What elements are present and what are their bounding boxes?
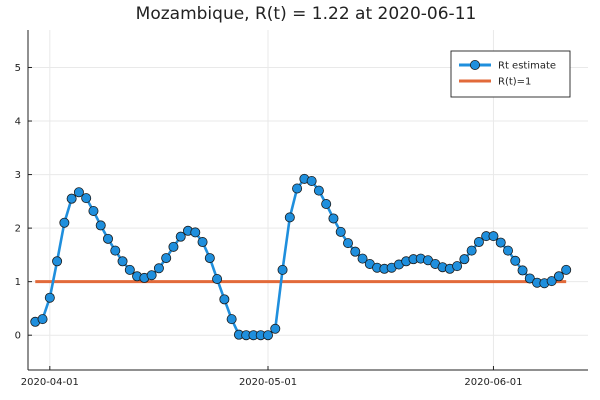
data-point: [328, 213, 339, 224]
data-point: [219, 294, 230, 305]
x-tick-label: 2020-06-01: [464, 377, 522, 388]
data-point: [270, 323, 281, 334]
data-point: [459, 254, 470, 265]
data-point: [452, 261, 463, 272]
chart-title: Mozambique, R(t) = 1.22 at 2020-06-11: [136, 4, 477, 24]
data-point: [153, 263, 164, 274]
data-point: [37, 314, 48, 325]
data-point: [59, 217, 70, 228]
data-point: [190, 227, 201, 238]
data-point: [73, 187, 84, 198]
data-point: [146, 270, 157, 281]
data-point: [117, 256, 128, 267]
x-tick-label: 2020-05-01: [239, 377, 297, 388]
data-point: [357, 253, 368, 264]
data-point: [204, 253, 215, 264]
data-point: [284, 212, 295, 223]
data-point: [81, 193, 92, 204]
axes: 2020-04-01 2020-05-01 2020-06-01 0 1 2 3 4 5: [15, 30, 588, 388]
y-tick-label: 5: [15, 63, 21, 74]
data-point: [52, 256, 63, 267]
data-point: [553, 271, 564, 282]
data-point: [342, 238, 353, 249]
series-layer: [30, 173, 572, 341]
data-point: [495, 237, 506, 248]
data-point: [306, 175, 317, 186]
data-point: [488, 231, 499, 242]
data-point: [197, 237, 208, 248]
data-point: [103, 233, 114, 244]
data-point: [466, 245, 477, 256]
y-tick-label: 0: [15, 331, 21, 342]
legend-marker-rt-estimate: [469, 60, 480, 71]
data-point: [292, 183, 303, 194]
data-point: [313, 185, 324, 196]
data-point: [175, 231, 186, 242]
data-point: [524, 273, 535, 284]
data-point: [95, 220, 106, 231]
data-point: [561, 264, 572, 275]
data-point: [517, 265, 528, 276]
data-point: [212, 273, 223, 284]
data-point: [124, 264, 135, 275]
data-point: [88, 205, 99, 216]
data-point: [226, 314, 237, 325]
data-point: [168, 241, 179, 252]
x-tick-label: 2020-04-01: [21, 377, 79, 388]
data-point: [502, 245, 513, 256]
y-tick-label: 1: [15, 277, 21, 288]
data-point: [161, 253, 172, 264]
legend-label-r-t-1: R(t)=1: [498, 77, 531, 88]
y-tick-label: 3: [15, 170, 21, 181]
y-tick-label: 4: [15, 117, 21, 128]
legend: Rt estimate R(t)=1: [450, 50, 571, 98]
legend-box: [450, 50, 571, 98]
data-point: [546, 276, 557, 287]
data-point: [110, 245, 121, 256]
data-point: [321, 199, 332, 210]
data-point: [262, 330, 273, 341]
data-point: [44, 292, 55, 303]
data-point: [335, 226, 346, 237]
data-point: [510, 255, 521, 266]
legend-label-rt-estimate: Rt estimate: [498, 61, 556, 72]
data-point: [277, 264, 288, 275]
data-point: [66, 193, 77, 204]
y-tick-label: 2: [15, 224, 21, 235]
data-point: [473, 237, 484, 248]
data-point: [350, 246, 361, 257]
series-line-rt-estimate: [34, 177, 568, 337]
